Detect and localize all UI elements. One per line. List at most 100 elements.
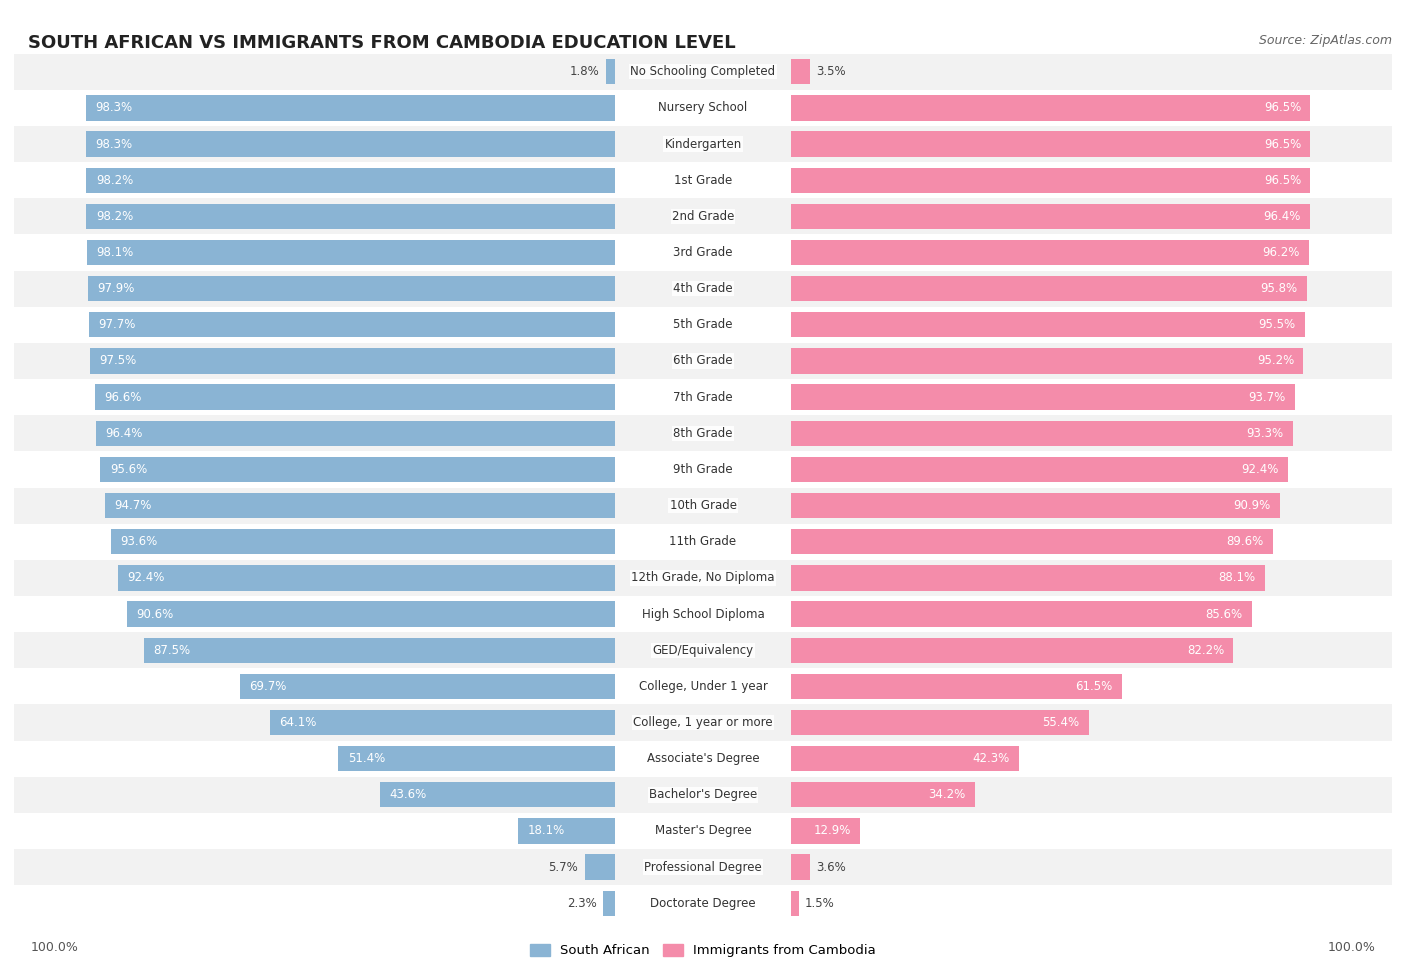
Text: 96.5%: 96.5% [1264, 174, 1301, 186]
Text: Master's Degree: Master's Degree [655, 825, 751, 838]
Bar [790, 384, 1295, 410]
Bar [14, 415, 1392, 451]
Bar [790, 240, 1309, 265]
Bar [128, 602, 616, 627]
Bar [86, 132, 616, 157]
Text: 55.4%: 55.4% [1043, 716, 1080, 729]
Text: 8th Grade: 8th Grade [673, 427, 733, 440]
Text: 97.5%: 97.5% [100, 355, 136, 368]
Text: 1.8%: 1.8% [569, 65, 599, 78]
Bar [14, 54, 1392, 90]
Bar [14, 307, 1392, 343]
Bar [89, 312, 616, 337]
Bar [118, 566, 616, 591]
Text: 69.7%: 69.7% [249, 680, 287, 693]
Text: No Schooling Completed: No Schooling Completed [630, 65, 776, 78]
Text: 1.5%: 1.5% [806, 897, 835, 910]
Text: 95.2%: 95.2% [1257, 355, 1294, 368]
Bar [14, 632, 1392, 668]
Text: 98.3%: 98.3% [96, 137, 132, 150]
Text: 100.0%: 100.0% [31, 941, 79, 955]
Bar [100, 456, 616, 482]
Bar [339, 746, 616, 771]
Bar [86, 168, 616, 193]
Text: 7th Grade: 7th Grade [673, 391, 733, 404]
Text: College, 1 year or more: College, 1 year or more [633, 716, 773, 729]
Text: SOUTH AFRICAN VS IMMIGRANTS FROM CAMBODIA EDUCATION LEVEL: SOUTH AFRICAN VS IMMIGRANTS FROM CAMBODI… [28, 34, 735, 52]
Text: 90.6%: 90.6% [136, 607, 174, 620]
Text: 85.6%: 85.6% [1205, 607, 1243, 620]
Bar [790, 420, 1294, 446]
Text: GED/Equivalency: GED/Equivalency [652, 644, 754, 657]
Bar [14, 270, 1392, 307]
Bar [517, 818, 616, 843]
Bar [14, 560, 1392, 596]
Text: 5th Grade: 5th Grade [673, 318, 733, 332]
Text: Nursery School: Nursery School [658, 101, 748, 114]
Bar [14, 524, 1392, 560]
Bar [790, 456, 1288, 482]
Bar [14, 741, 1392, 777]
Bar [105, 493, 616, 519]
Bar [14, 488, 1392, 524]
Bar [14, 885, 1392, 921]
Bar [240, 674, 616, 699]
Text: 43.6%: 43.6% [389, 789, 427, 801]
Bar [14, 126, 1392, 162]
Text: 100.0%: 100.0% [1327, 941, 1375, 955]
Bar [790, 854, 810, 879]
Text: 42.3%: 42.3% [972, 752, 1010, 765]
Bar [790, 204, 1310, 229]
Text: 93.3%: 93.3% [1247, 427, 1284, 440]
Text: 98.1%: 98.1% [97, 246, 134, 259]
Bar [606, 59, 616, 85]
Text: 61.5%: 61.5% [1076, 680, 1112, 693]
Text: 3.6%: 3.6% [817, 861, 846, 874]
Bar [790, 746, 1018, 771]
Text: 90.9%: 90.9% [1233, 499, 1271, 512]
Bar [790, 890, 799, 916]
Text: 96.2%: 96.2% [1263, 246, 1299, 259]
Text: Associate's Degree: Associate's Degree [647, 752, 759, 765]
Bar [790, 710, 1090, 735]
Text: 94.7%: 94.7% [115, 499, 152, 512]
Text: 95.6%: 95.6% [110, 463, 148, 476]
Bar [790, 348, 1303, 373]
Bar [111, 529, 616, 555]
Bar [14, 451, 1392, 488]
Text: 10th Grade: 10th Grade [669, 499, 737, 512]
Bar [14, 379, 1392, 415]
Text: Kindergarten: Kindergarten [665, 137, 741, 150]
Text: 98.2%: 98.2% [96, 174, 134, 186]
Bar [790, 674, 1122, 699]
Bar [790, 493, 1281, 519]
Text: 11th Grade: 11th Grade [669, 535, 737, 548]
Bar [790, 276, 1306, 301]
Bar [790, 638, 1233, 663]
Bar [96, 420, 616, 446]
Text: 87.5%: 87.5% [153, 644, 191, 657]
Bar [603, 890, 616, 916]
Text: Professional Degree: Professional Degree [644, 861, 762, 874]
Bar [14, 849, 1392, 885]
Bar [86, 96, 616, 121]
Text: College, Under 1 year: College, Under 1 year [638, 680, 768, 693]
Bar [89, 276, 616, 301]
Bar [14, 668, 1392, 704]
Bar [14, 162, 1392, 198]
Bar [14, 343, 1392, 379]
Text: 96.6%: 96.6% [104, 391, 142, 404]
Text: 97.7%: 97.7% [98, 318, 136, 332]
Text: 96.5%: 96.5% [1264, 137, 1301, 150]
Bar [790, 312, 1305, 337]
Text: 51.4%: 51.4% [347, 752, 385, 765]
Text: 98.2%: 98.2% [96, 210, 134, 223]
Text: 2.3%: 2.3% [567, 897, 596, 910]
Text: 92.4%: 92.4% [1241, 463, 1279, 476]
Text: 34.2%: 34.2% [928, 789, 966, 801]
Bar [14, 90, 1392, 126]
Text: 64.1%: 64.1% [280, 716, 316, 729]
Bar [14, 234, 1392, 270]
Bar [790, 59, 810, 85]
Text: 96.4%: 96.4% [1263, 210, 1301, 223]
